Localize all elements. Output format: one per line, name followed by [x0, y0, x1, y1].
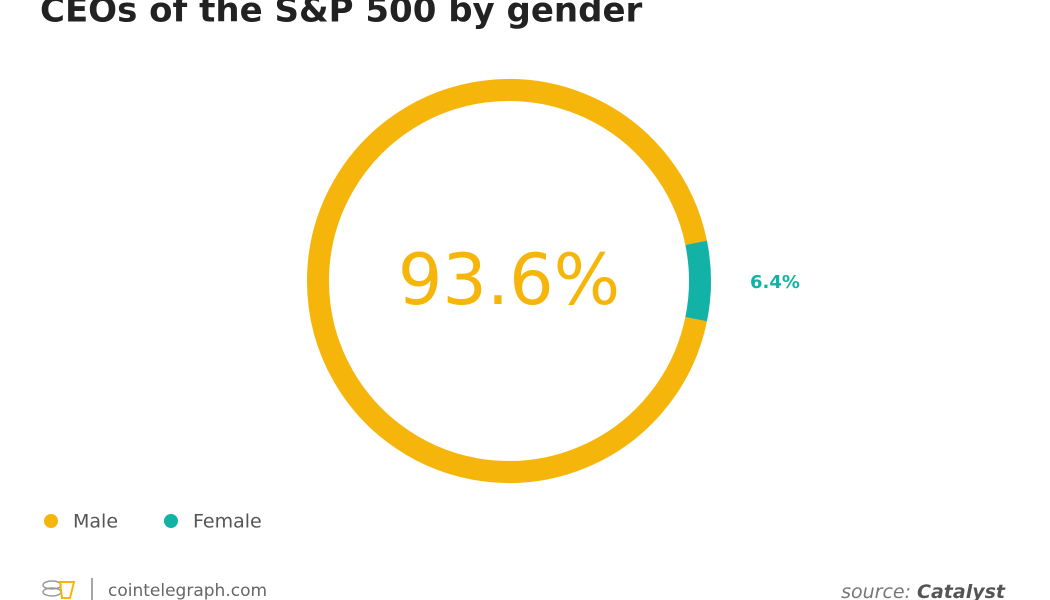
donut-segment: [685, 240, 711, 322]
logo: [42, 580, 76, 599]
donut-segment: [307, 79, 707, 483]
source-name: Catalyst: [917, 581, 1006, 600]
source-label: source:: [841, 581, 911, 600]
legend-label: Female: [193, 511, 262, 533]
legend-marker: [164, 514, 178, 528]
center-label: 93.6%: [398, 239, 620, 321]
legend-marker: [44, 514, 58, 528]
chart-title: CEOs of the S&P 500 by gender: [40, 0, 643, 31]
legend-label: Male: [73, 511, 118, 533]
data-label: 6.4%: [750, 272, 800, 293]
footer: cointelegraph.com: [108, 581, 267, 600]
source: source: Catalyst: [841, 581, 1006, 600]
